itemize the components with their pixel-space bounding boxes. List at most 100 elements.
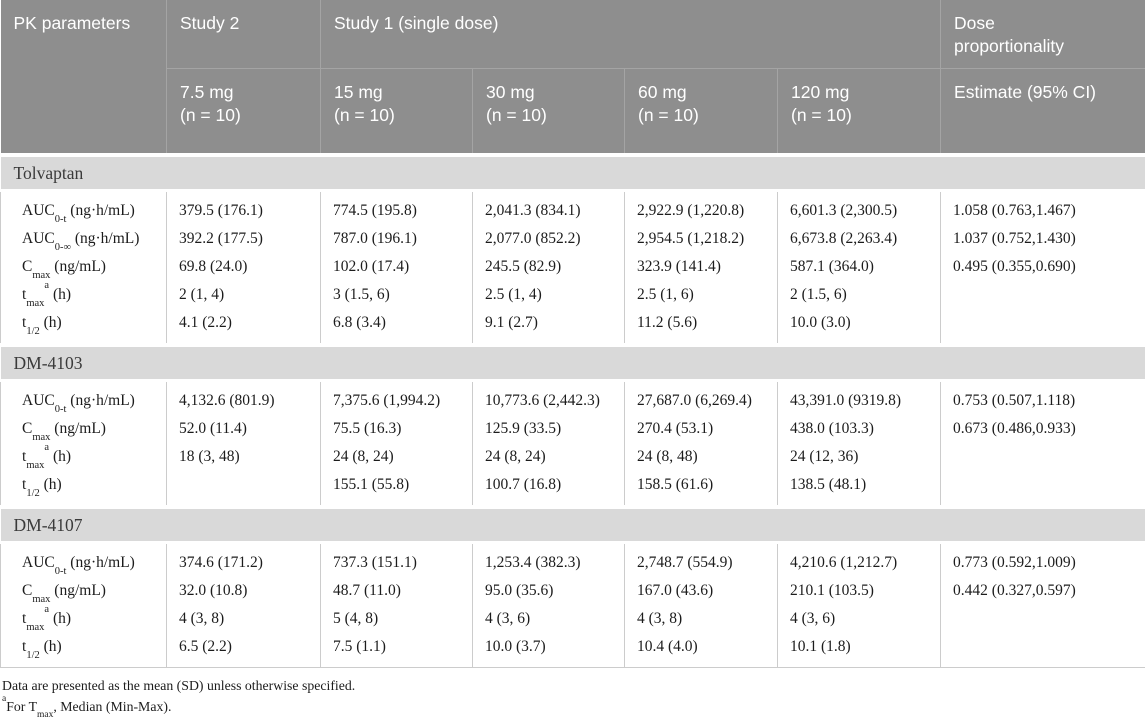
value-cell: 2 (1, 4) [167, 281, 321, 309]
value-cell: 323.9 (141.4) [625, 253, 778, 281]
value-cell: 69.8 (24.0) [167, 253, 321, 281]
value-cell: 774.5 (195.8) [321, 191, 473, 226]
header-dose-60mg: 60 mg(n = 10) [625, 69, 778, 156]
value-cell: 0.773 (0.592,1.009) [941, 543, 1145, 578]
value-cell: 3 (1.5, 6) [321, 281, 473, 309]
value-cell: 210.1 (103.5) [778, 577, 941, 605]
value-cell: 48.7 (11.0) [321, 577, 473, 605]
footnote-mean-sd: Data are presented as the mean (SD) unle… [2, 675, 1145, 696]
value-cell: 2.5 (1, 4) [473, 281, 625, 309]
section-band-row: Tolvaptan [1, 155, 1145, 191]
value-cell: 32.0 (10.8) [167, 577, 321, 605]
value-cell: 75.5 (16.3) [321, 415, 473, 443]
value-cell: 0.753 (0.507,1.118) [941, 381, 1145, 416]
value-cell: 24 (8, 48) [625, 443, 778, 471]
value-cell: 7,375.6 (1,994.2) [321, 381, 473, 416]
value-cell: 4 (3, 8) [167, 605, 321, 633]
header-estimate-95ci: Estimate (95% CI) [941, 69, 1145, 156]
param-cell: tmaxa (h) [1, 281, 167, 309]
value-cell: 155.1 (55.8) [321, 471, 473, 507]
param-cell: Cmax (ng/mL) [1, 253, 167, 281]
header-dose-7-5mg: 7.5 mg(n = 10) [167, 69, 321, 156]
value-cell: 379.5 (176.1) [167, 191, 321, 226]
value-cell: 2,954.5 (1,218.2) [625, 225, 778, 253]
value-cell: 374.6 (171.2) [167, 543, 321, 578]
value-cell: 2,041.3 (834.1) [473, 191, 625, 226]
value-cell: 10.0 (3.7) [473, 633, 625, 668]
header-row-groups: PK parameters Study 2 Study 1 (single do… [1, 0, 1145, 69]
value-cell: 0.495 (0.355,0.690) [941, 253, 1145, 281]
param-cell: Cmax (ng/mL) [1, 577, 167, 605]
value-cell: 1.037 (0.752,1.430) [941, 225, 1145, 253]
footnotes: Data are presented as the mean (SD) unle… [0, 668, 1145, 723]
table-row: tmaxa (h)2 (1, 4)3 (1.5, 6)2.5 (1, 4)2.5… [1, 281, 1145, 309]
value-cell: 24 (12, 36) [778, 443, 941, 471]
value-cell: 4,132.6 (801.9) [167, 381, 321, 416]
value-cell: 4.1 (2.2) [167, 309, 321, 345]
value-cell: 0.673 (0.486,0.933) [941, 415, 1145, 443]
value-cell: 102.0 (17.4) [321, 253, 473, 281]
value-cell: 52.0 (11.4) [167, 415, 321, 443]
footnote-marker-a: a [2, 694, 6, 704]
value-cell: 6,673.8 (2,263.4) [778, 225, 941, 253]
value-cell: 245.5 (82.9) [473, 253, 625, 281]
value-cell: 43,391.0 (9319.8) [778, 381, 941, 416]
param-cell: t1/2 (h) [1, 309, 167, 345]
pk-table: PK parameters Study 2 Study 1 (single do… [0, 0, 1145, 668]
value-cell: 2 (1.5, 6) [778, 281, 941, 309]
value-cell [941, 633, 1145, 668]
header-dose-proportionality: Dose proportionality [941, 0, 1145, 69]
table-row: tmaxa (h)4 (3, 8)5 (4, 8)4 (3, 6)4 (3, 8… [1, 605, 1145, 633]
header-row-doses: 7.5 mg(n = 10) 15 mg(n = 10) 30 mg(n = 1… [1, 69, 1145, 156]
value-cell: 158.5 (61.6) [625, 471, 778, 507]
value-cell: 18 (3, 48) [167, 443, 321, 471]
value-cell: 4 (3, 8) [625, 605, 778, 633]
value-cell: 270.4 (53.1) [625, 415, 778, 443]
value-cell: 24 (8, 24) [321, 443, 473, 471]
value-cell: 167.0 (43.6) [625, 577, 778, 605]
param-cell: AUC0-t (ng·h/mL) [1, 543, 167, 578]
param-cell: AUC0-∞ (ng·h/mL) [1, 225, 167, 253]
value-cell: 27,687.0 (6,269.4) [625, 381, 778, 416]
header-pk-parameters: PK parameters [1, 0, 167, 155]
value-cell [941, 443, 1145, 471]
value-cell: 10.0 (3.0) [778, 309, 941, 345]
header-dose-proportionality-label: Dose proportionality [954, 12, 1084, 58]
value-cell: 10,773.6 (2,442.3) [473, 381, 625, 416]
table-row: Cmax (ng/mL)52.0 (11.4)75.5 (16.3)125.9 … [1, 415, 1145, 443]
section-title: DM-4107 [1, 507, 1145, 543]
value-cell: 2,922.9 (1,220.8) [625, 191, 778, 226]
value-cell: 2,748.7 (554.9) [625, 543, 778, 578]
value-cell: 1.058 (0.763,1.467) [941, 191, 1145, 226]
header-study1-single-dose: Study 1 (single dose) [321, 0, 941, 69]
value-cell: 11.2 (5.6) [625, 309, 778, 345]
section-title: Tolvaptan [1, 155, 1145, 191]
table-body: Tolvaptan AUC0-t (ng·h/mL) 379.5 (176.1)77… [1, 155, 1145, 668]
value-cell: 10.4 (4.0) [625, 633, 778, 668]
header-dose-30mg: 30 mg(n = 10) [473, 69, 625, 156]
table-row: tmaxa (h)18 (3, 48)24 (8, 24)24 (8, 24)2… [1, 443, 1145, 471]
value-cell: 9.1 (2.7) [473, 309, 625, 345]
param-cell: tmaxa (h) [1, 443, 167, 471]
param-cell: Cmax (ng/mL) [1, 415, 167, 443]
value-cell: 138.5 (48.1) [778, 471, 941, 507]
value-cell: 6,601.3 (2,300.5) [778, 191, 941, 226]
footnote-tmax: aFor Tmax, Median (Min-Max). [2, 696, 1145, 717]
header-dose-15mg: 15 mg(n = 10) [321, 69, 473, 156]
table-row: AUC0-∞ (ng·h/mL)392.2 (177.5)787.0 (196.… [1, 225, 1145, 253]
value-cell: 100.7 (16.8) [473, 471, 625, 507]
value-cell: 4 (3, 6) [473, 605, 625, 633]
value-cell: 2.5 (1, 6) [625, 281, 778, 309]
table-row: Cmax (ng/mL)32.0 (10.8)48.7 (11.0)95.0 (… [1, 577, 1145, 605]
section-title: DM-4103 [1, 345, 1145, 381]
section-band-row: DM-4103 [1, 345, 1145, 381]
value-cell: 392.2 (177.5) [167, 225, 321, 253]
value-cell: 0.442 (0.327,0.597) [941, 577, 1145, 605]
param-cell: t1/2 (h) [1, 633, 167, 668]
param-cell: t1/2 (h) [1, 471, 167, 507]
value-cell: 4,210.6 (1,212.7) [778, 543, 941, 578]
section-band-row: DM-4107 [1, 507, 1145, 543]
value-cell: 5 (4, 8) [321, 605, 473, 633]
param-cell: tmaxa (h) [1, 605, 167, 633]
